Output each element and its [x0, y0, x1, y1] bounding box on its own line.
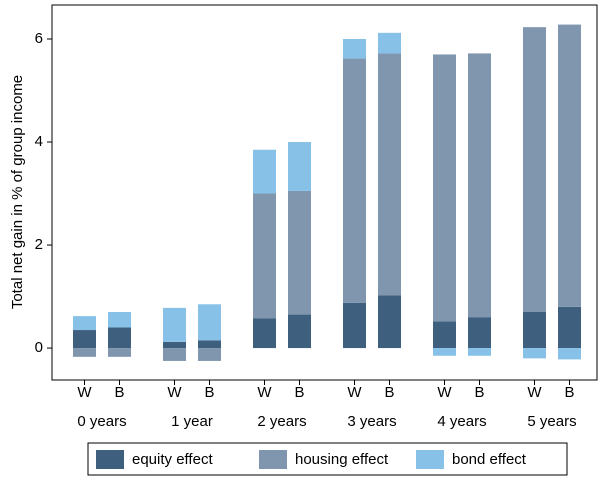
group-label: 4 years	[437, 413, 486, 430]
bar-segment	[73, 330, 96, 349]
bar-segment	[343, 58, 366, 303]
bar-segment	[253, 193, 276, 319]
bar-segment	[523, 312, 546, 349]
x-tick-label: W	[347, 384, 362, 401]
y-tick-label: 0	[35, 339, 43, 356]
legend-swatch	[259, 450, 287, 469]
bar-segment	[163, 348, 186, 361]
y-axis-label: Total net gain in % of group income	[9, 75, 26, 309]
x-tick-label: W	[437, 384, 452, 401]
bar-segment	[73, 348, 96, 357]
x-tick-label: B	[294, 384, 304, 401]
bar-segment	[468, 317, 491, 349]
bar-segment	[468, 53, 491, 318]
bar-segment	[288, 314, 311, 349]
bar-segment	[558, 306, 581, 349]
x-tick-label: B	[564, 384, 574, 401]
bar-segment	[198, 340, 221, 349]
bar-segment	[378, 295, 401, 349]
bar-segment	[288, 190, 311, 315]
bar-segment	[378, 53, 401, 296]
x-tick-label: W	[167, 384, 182, 401]
legend-label: equity effect	[132, 451, 213, 468]
legend-box	[87, 442, 568, 476]
plot-frame	[51, 4, 598, 381]
bar-segment	[523, 27, 546, 313]
bar-segment	[198, 348, 221, 361]
y-tick-label: 6	[35, 30, 43, 47]
bar-segment	[288, 142, 311, 191]
bar-segment	[163, 341, 186, 349]
x-tick-label: W	[257, 384, 272, 401]
bar-segment	[163, 307, 186, 342]
group-label: 0 years	[77, 413, 126, 430]
bar-segment	[108, 327, 131, 349]
bar-segment	[198, 304, 221, 341]
bar-segment	[433, 321, 456, 349]
group-label: 2 years	[257, 413, 306, 430]
bar-segment	[343, 302, 366, 349]
x-tick-label: B	[114, 384, 124, 401]
group-label: 5 years	[527, 413, 576, 430]
x-tick-label: W	[527, 384, 542, 401]
legend-label: bond effect	[452, 451, 527, 468]
group-label: 3 years	[347, 413, 396, 430]
y-tick-label: 4	[35, 133, 43, 150]
legend-label: housing effect	[295, 451, 389, 468]
bar-segment	[433, 54, 456, 322]
bar-segment	[378, 32, 401, 54]
bar-segment	[73, 316, 96, 331]
group-label: 1 year	[171, 413, 213, 430]
bar-segment	[253, 149, 276, 194]
x-tick-label: W	[77, 384, 92, 401]
bar-segment	[523, 348, 546, 359]
bar-segment	[433, 348, 456, 356]
x-tick-label: B	[384, 384, 394, 401]
bar-segment	[253, 318, 276, 349]
bar-segment	[558, 348, 581, 360]
bar-segment	[108, 312, 131, 328]
bar-segment	[108, 348, 131, 357]
legend-swatch	[416, 450, 444, 469]
legend-swatch	[96, 450, 124, 469]
x-tick-label: B	[474, 384, 484, 401]
bar-segment	[468, 348, 491, 356]
x-tick-label: B	[204, 384, 214, 401]
y-tick-label: 2	[35, 236, 43, 253]
bar-segment	[343, 38, 366, 59]
bar-segment	[558, 24, 581, 307]
